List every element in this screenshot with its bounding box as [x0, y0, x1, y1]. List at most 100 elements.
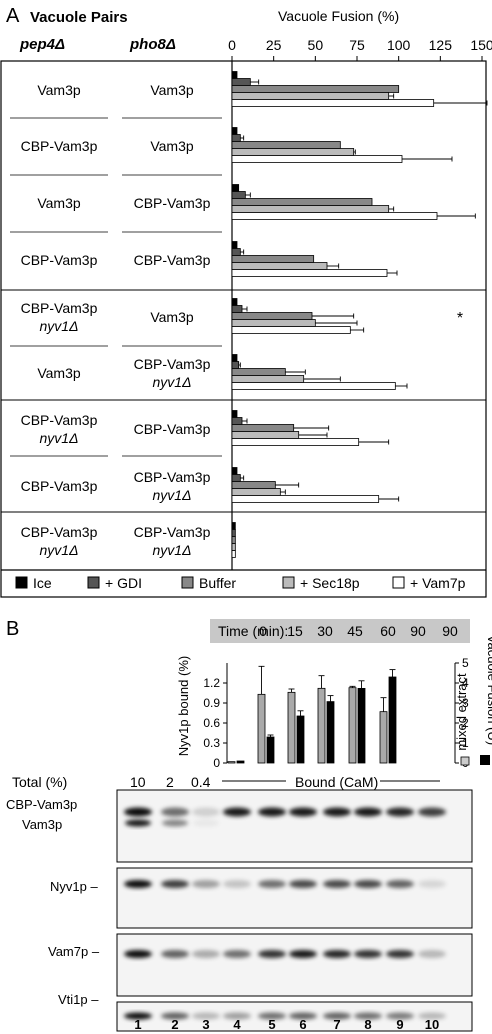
time-value-3: 45 — [347, 623, 363, 639]
chart-b-bar-s0-c2 — [287, 691, 296, 764]
chart-b-right-tick-label-2: 2 — [462, 716, 469, 730]
time-value-0: 0 — [259, 623, 267, 639]
lane-number-6: 6 — [299, 1017, 307, 1032]
blot1-band-lane5 — [258, 880, 286, 888]
legend-swatch-1 — [87, 576, 100, 589]
blot3-band-lane1 — [124, 1012, 152, 1020]
lane-number-10: 10 — [424, 1017, 440, 1032]
blot3-band-lane8 — [354, 1012, 382, 1020]
row-4-pep4-deletion: nyv1Δ — [39, 318, 79, 334]
blot-label-cbp-vam3p: CBP-Vam3p — [6, 797, 78, 812]
lane-number-3: 3 — [202, 1017, 210, 1032]
total-value-10: 10 — [130, 774, 146, 790]
chart-a-xtick-label-0: 0 — [228, 37, 236, 53]
row-6-pep4-deletion: nyv1Δ — [39, 430, 79, 446]
blot2-band-lane1 — [124, 950, 152, 958]
blot1-band-lane8 — [354, 880, 382, 888]
blot0-band-upper-lane8 — [354, 807, 382, 817]
blot-panel-1 — [116, 867, 473, 929]
blot2-band-lane2 — [161, 950, 189, 958]
row-7-pho8-deletion: nyv1Δ — [152, 487, 192, 503]
row-0-pep4-cell: Vam3p — [4, 81, 114, 99]
chart-b-left-tick-label-3: 0.9 — [203, 696, 220, 710]
time-bar — [210, 619, 470, 643]
pho8-column-header: pho8Δ — [130, 36, 176, 53]
blot1-band-lane9 — [386, 880, 414, 888]
legend-swatch-2 — [181, 576, 194, 589]
chart-b-left-tick-label-2: 0.6 — [203, 716, 220, 730]
blot-label-vti1p: Vti1p – — [58, 992, 99, 1007]
row-6-pho8-cell: CBP-Vam3p — [116, 420, 228, 438]
blot0-band-upper-lane7 — [323, 807, 351, 817]
row-0-pho8-strain: Vam3p — [150, 82, 194, 98]
lane-number-1: 1 — [134, 1017, 142, 1032]
time-value-2: 30 — [317, 623, 333, 639]
row-4-pho8-cell: Vam3p — [116, 308, 228, 326]
chart-b-bar-s0-c4 — [348, 687, 357, 764]
blot3-band-lane2 — [161, 1012, 189, 1020]
time-value-5: 90 — [410, 623, 426, 639]
blot0-band-upper-lane3 — [192, 807, 220, 817]
legend-label-0: Ice — [33, 575, 52, 591]
row-4-pep4-strain: CBP-Vam3p — [20, 300, 98, 316]
blot-panel-2 — [116, 933, 473, 997]
significance-asterisk: * — [457, 310, 463, 327]
blot3-band-lane4 — [223, 1012, 251, 1020]
lane-number-4: 4 — [233, 1017, 241, 1032]
chart-a-svg: 0 25 50 75 100 125 150 * Ice + GDI Buffer + Sec18p +… — [0, 37, 492, 598]
lane-number-7: 7 — [333, 1017, 341, 1032]
blot1-band-lane3 — [192, 880, 220, 888]
time-label: Time (min): — [218, 623, 289, 639]
total-value-2: 2 — [166, 774, 174, 790]
row-8-pep4-deletion: nyv1Δ — [39, 542, 79, 558]
chart-a-xtick-label-1: 25 — [266, 37, 282, 53]
blot2-band-lane6 — [289, 950, 317, 958]
row-8-pep4-strain: CBP-Vam3p — [20, 524, 98, 540]
blot1-band-lane1 — [124, 880, 152, 888]
legend-label-4: + Vam7p — [410, 575, 466, 591]
row-2-pho8-cell: CBP-Vam3p — [116, 194, 228, 212]
chart-b-bar-s0-c3 — [317, 687, 326, 764]
blot3-band-lane9 — [386, 1012, 414, 1020]
blot2-band-lane5 — [258, 950, 286, 958]
blot-label-vam7p: Vam7p – — [48, 944, 100, 959]
legend-swatch-0 — [15, 576, 28, 589]
row-0-pho8-cell: Vam3p — [116, 81, 228, 99]
legend-swatch-3 — [282, 576, 295, 589]
lane-number-9: 9 — [396, 1017, 404, 1032]
vacuole-fusion-swatch — [480, 755, 490, 765]
row-2-pho8-strain: CBP-Vam3p — [133, 195, 211, 211]
bar-r5-s4 — [231, 382, 396, 390]
chart-b-bar-s1-c4 — [357, 688, 366, 764]
total-label: Total (%) — [12, 774, 68, 790]
chart-b-left-tick-label-0: 0 — [213, 756, 220, 770]
blot0-band-upper-lane9 — [386, 807, 414, 817]
blot0-band-upper-lane5 — [258, 807, 286, 817]
chart-a-xtick-label-3: 75 — [349, 37, 365, 53]
bound-label: Bound (CaM) — [295, 774, 379, 790]
legend-swatch-4 — [392, 576, 405, 589]
chart-b-right-tick-label-5: 5 — [462, 656, 469, 670]
bar-r8-s4 — [231, 550, 236, 558]
row-7-pho8-strain: CBP-Vam3p — [133, 469, 211, 485]
panel-a-frame — [0, 60, 487, 598]
chart-b-bar-s1-c1 — [266, 736, 275, 764]
pep4-column-header: pep4Δ — [20, 36, 66, 53]
chart-a-xtick-label-6: 150 — [470, 37, 492, 53]
blot0-band-upper-lane4 — [223, 807, 251, 817]
blot0-band-lower-lane2 — [162, 819, 188, 827]
row-1-pep4-strain: CBP-Vam3p — [20, 138, 98, 154]
blot3-band-lane10 — [418, 1012, 446, 1020]
chart-b-left-tick-label-4: 1.2 — [203, 676, 220, 690]
row-8-pho8-deletion: nyv1Δ — [152, 542, 192, 558]
row-3-pho8-strain: CBP-Vam3p — [133, 252, 211, 268]
chart-b-bar-s1-c2 — [296, 715, 305, 764]
chart-b-right-tick-label-3: 3 — [462, 696, 469, 710]
row-5-pep4-cell: Vam3p — [4, 364, 114, 382]
mixed-extract-label: mixed extract — [454, 673, 469, 751]
blot0-band-lower-lane3 — [193, 819, 219, 827]
legend-label-3: + Sec18p — [300, 575, 360, 591]
row-2-pep4-cell: Vam3p — [4, 194, 114, 212]
row-4-pep4-cell: CBP-Vam3p nyv1Δ — [4, 299, 114, 335]
